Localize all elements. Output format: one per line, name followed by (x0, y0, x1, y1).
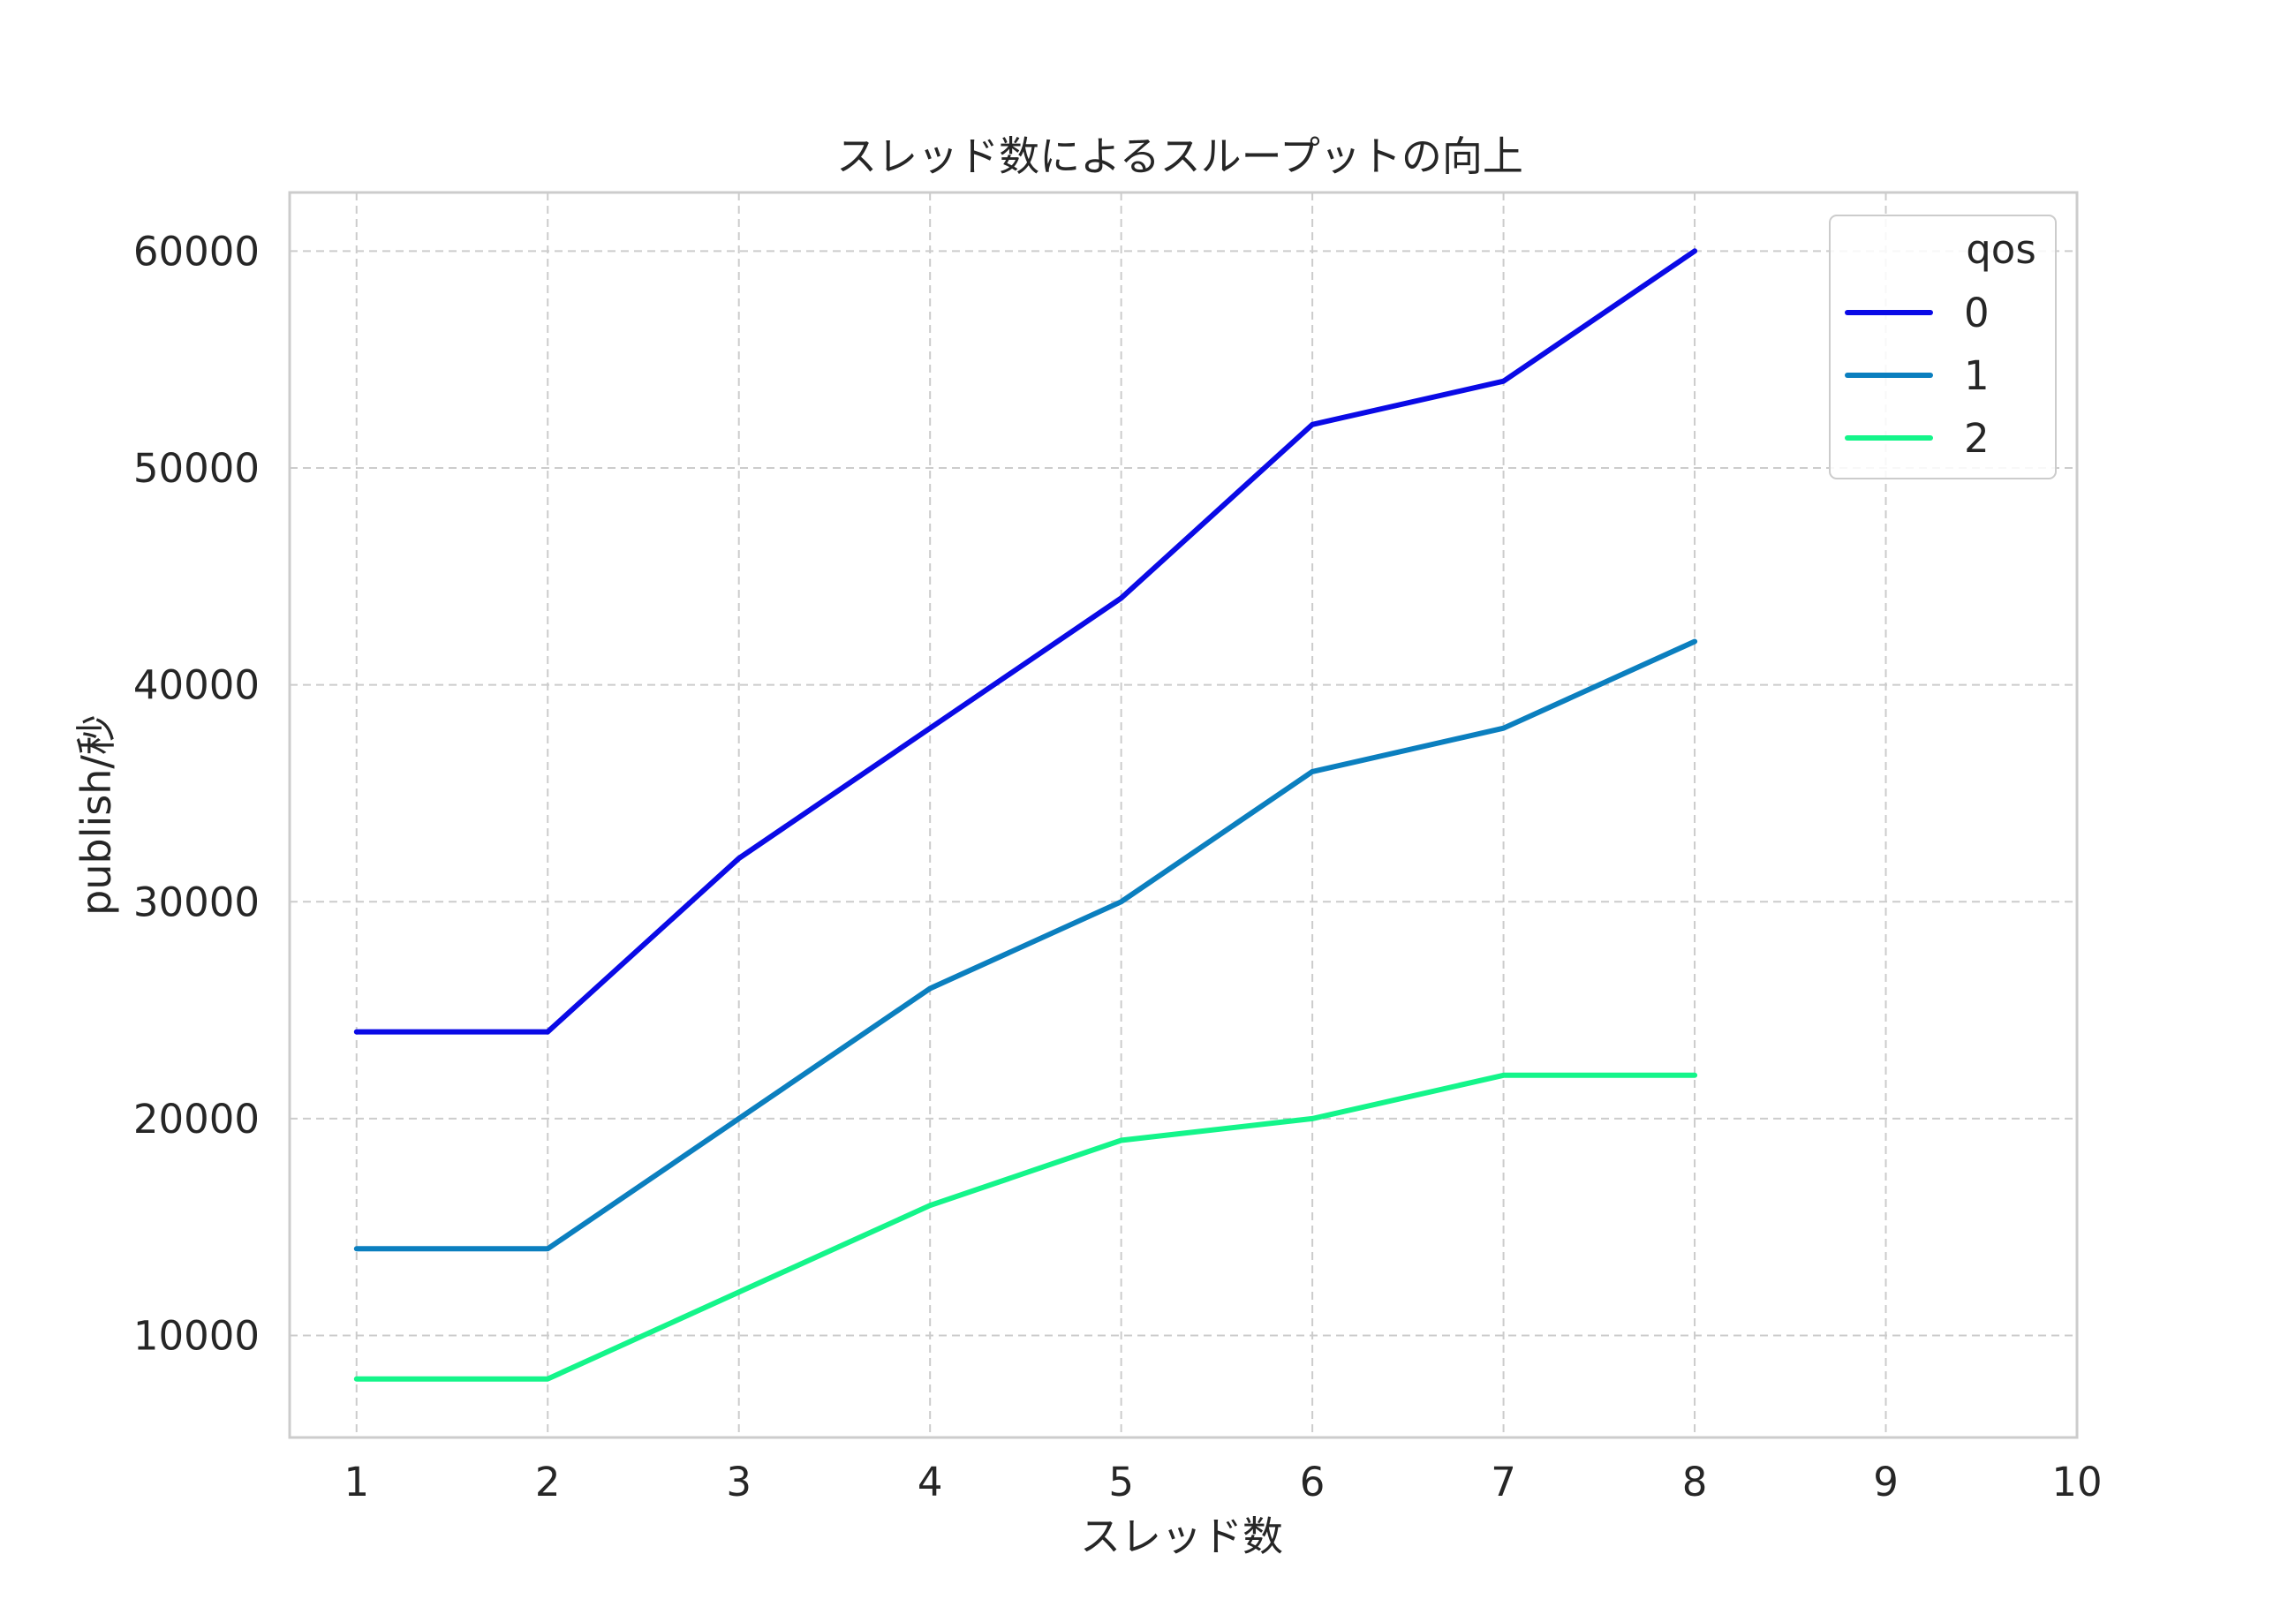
series-line-qos-2 (353, 1072, 1698, 1382)
x-tick-label: 2 (535, 1459, 561, 1505)
x-tick-label: 5 (1108, 1459, 1134, 1505)
x-tick-label: 6 (1300, 1459, 1325, 1505)
y-tick-label: 30000 (133, 879, 260, 925)
series-line-qos-1 (353, 638, 1698, 1252)
y-axis-ticks: 10000 20000 30000 40000 50000 60000 (133, 228, 260, 1359)
legend-title: qos (1966, 226, 2036, 273)
legend-items: 0 1 2 (1845, 290, 1990, 462)
series-lines (353, 248, 1698, 1382)
legend: qos 0 1 2 (1829, 215, 2057, 479)
legend-label-qos-1: 1 (1964, 352, 1990, 399)
x-tick-label: 8 (1682, 1459, 1708, 1505)
x-axis-label: スレッド数 (1080, 1513, 1283, 1560)
y-tick-label: 60000 (133, 228, 260, 275)
x-tick-label: 9 (1873, 1459, 1899, 1505)
x-tick-label: 3 (726, 1459, 751, 1505)
y-tick-label: 40000 (133, 662, 260, 709)
y-axis-label: publish/秒 (72, 714, 120, 916)
legend-box (1829, 215, 2057, 479)
x-axis-ticks: 1 2 3 4 5 6 7 8 9 10 (344, 1459, 2102, 1505)
grid (290, 192, 2078, 1437)
legend-label-qos-0: 0 (1964, 290, 1990, 336)
plot-area-frame (288, 191, 2079, 1439)
legend-label-qos-2: 2 (1964, 415, 1990, 462)
x-tick-label: 4 (918, 1459, 943, 1505)
series-line-qos-0 (353, 248, 1698, 1035)
y-tick-label: 20000 (133, 1096, 260, 1143)
chart-title: スレッド数によるスループットの向上 (836, 132, 1523, 180)
y-tick-label: 50000 (133, 445, 260, 492)
x-tick-label: 7 (1491, 1459, 1516, 1505)
y-tick-label: 10000 (133, 1313, 260, 1360)
x-tick-label: 10 (2051, 1459, 2102, 1505)
x-tick-label: 1 (344, 1459, 369, 1505)
